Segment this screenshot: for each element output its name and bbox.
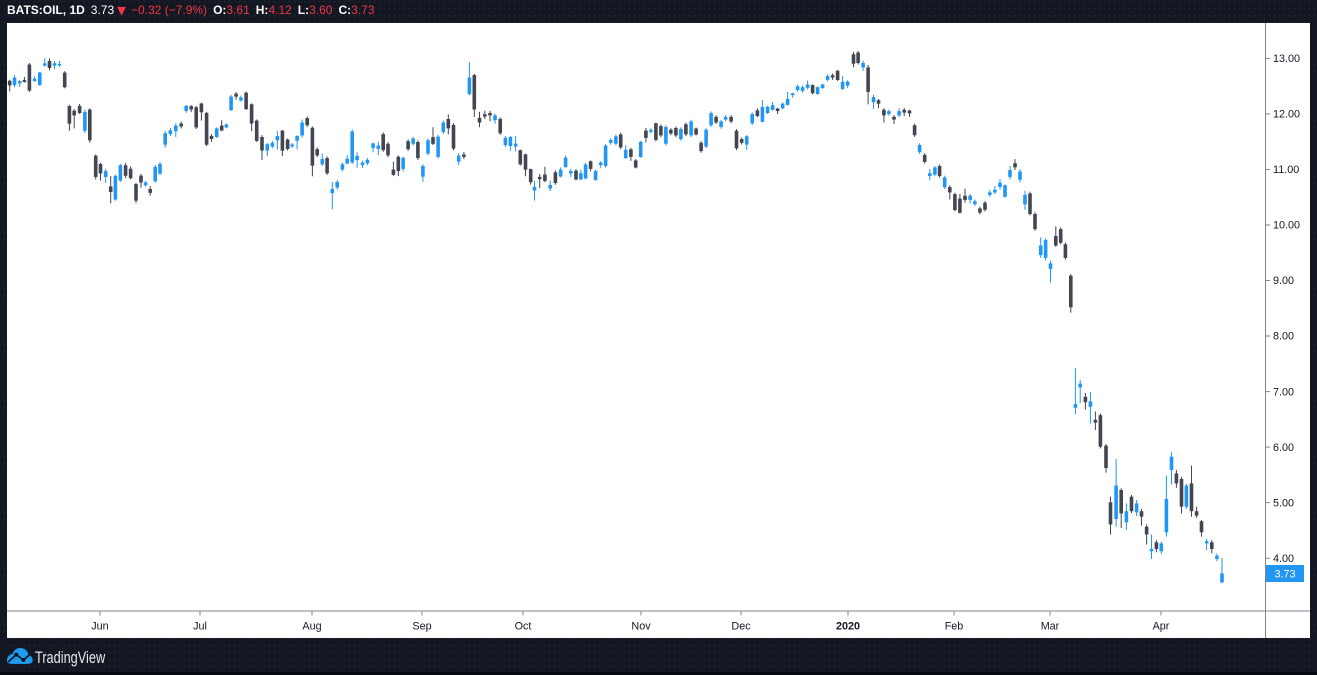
svg-text:8.00: 8.00 [1273, 331, 1294, 343]
svg-text:Aug: Aug [302, 621, 321, 633]
svg-text:2020: 2020 [836, 621, 860, 633]
svg-text:Feb: Feb [945, 621, 964, 633]
svg-text:Oct: Oct [515, 621, 532, 633]
svg-text:Nov: Nov [631, 621, 651, 633]
svg-text:Mar: Mar [1041, 621, 1060, 633]
svg-text:11.00: 11.00 [1273, 164, 1299, 176]
svg-text:5.00: 5.00 [1273, 497, 1294, 509]
svg-text:Apr: Apr [1153, 621, 1170, 633]
svg-text:Dec: Dec [731, 621, 751, 633]
svg-text:3.73: 3.73 [1274, 568, 1295, 580]
svg-text:Jun: Jun [91, 621, 108, 633]
svg-text:12.00: 12.00 [1273, 109, 1300, 121]
svg-text:Jul: Jul [193, 621, 207, 633]
svg-text:6.00: 6.00 [1273, 442, 1294, 454]
svg-text:10.00: 10.00 [1273, 220, 1300, 232]
svg-text:Sep: Sep [412, 621, 431, 633]
svg-text:7.00: 7.00 [1273, 386, 1294, 398]
svg-text:13.00: 13.00 [1273, 53, 1300, 65]
svg-text:4.00: 4.00 [1273, 553, 1294, 565]
svg-text:9.00: 9.00 [1273, 275, 1294, 287]
